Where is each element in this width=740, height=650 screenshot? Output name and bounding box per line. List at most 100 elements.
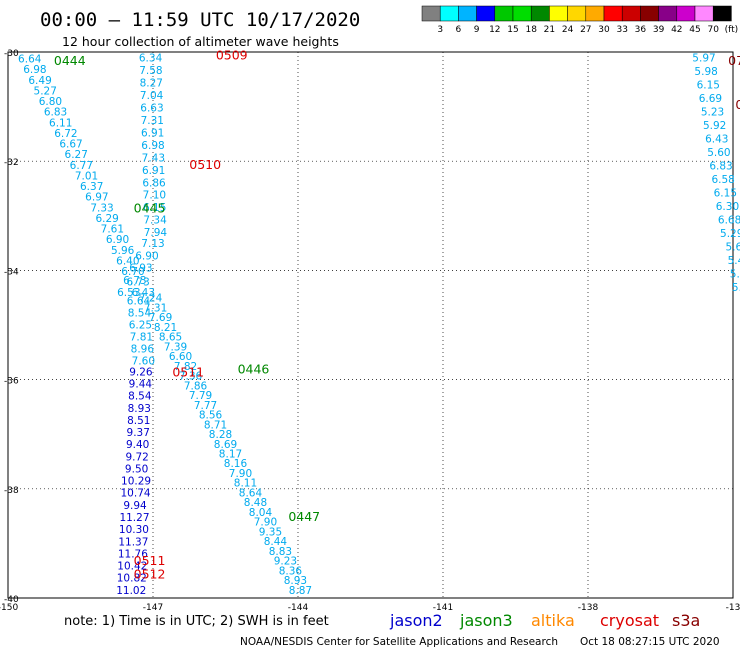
colorbar-swatch	[658, 5, 678, 22]
colorbar-swatch	[603, 5, 623, 22]
wave-height-point: 6.90	[106, 234, 129, 246]
y-tick-label: -38	[4, 486, 19, 496]
wave-height-point: 9.40	[126, 439, 149, 451]
x-tick-label: -144	[288, 603, 309, 613]
colorbar-swatch	[512, 5, 532, 22]
track-time-label: 0446	[238, 362, 270, 377]
satellite-legend-item: jason3	[459, 611, 513, 630]
colorbar-swatch	[712, 5, 732, 22]
wave-height-point: 6.73	[123, 275, 146, 287]
colorbar-swatch	[421, 5, 441, 22]
wave-height-point: 5.4	[730, 268, 740, 280]
wave-height-point: 8.51	[127, 415, 150, 427]
wave-height-point: 5.4	[732, 282, 740, 294]
wave-height-point: 8.54	[128, 307, 152, 319]
colorbar-tick-label: 6	[456, 25, 462, 35]
wave-height-point: 6.70	[121, 266, 144, 278]
footer-timestamp: Oct 18 08:27:15 UTC 2020	[580, 636, 720, 648]
wave-height-point: 7.94	[144, 227, 168, 239]
colorbar-tick-label: 33	[616, 25, 627, 35]
wave-height-point: 6.15	[697, 79, 720, 91]
page-title: 00:00 – 11:59 UTC 10/17/2020	[40, 9, 360, 31]
colorbar-swatch	[494, 5, 514, 22]
colorbar-tick-label: 21	[544, 25, 555, 35]
colorbar-swatch	[530, 5, 550, 22]
wave-height-point: 6.40	[116, 255, 139, 267]
wave-height-point: 6.15	[143, 202, 166, 214]
wave-height-point: 6.15	[714, 187, 737, 199]
wave-height-point: 5.29	[720, 228, 740, 240]
wave-height-point: 6.67	[59, 139, 82, 151]
wave-height-point: 6.49	[28, 75, 51, 87]
wave-height-point: 7.04	[140, 90, 164, 102]
wave-height-point: 6.73	[126, 277, 149, 289]
wave-height-point: 7.69	[149, 312, 172, 324]
colorbar-swatch	[439, 5, 459, 22]
colorbar-tick-label: 36	[635, 25, 647, 35]
wave-height-point: 6.64	[18, 54, 42, 66]
wave-height-point: 7.58	[139, 65, 162, 77]
wave-height-point: 11.37	[118, 536, 148, 548]
colorbar-tick-label: 27	[580, 25, 591, 35]
wave-height-point: 6.72	[54, 128, 77, 140]
wave-height-point: 6.64	[127, 295, 151, 307]
wave-height-point: 10.30	[119, 524, 149, 536]
colorbar-swatch	[676, 5, 696, 22]
colorbar-tick-label: 39	[653, 25, 665, 35]
footer-credit: NOAA/NESDIS Center for Satellite Applica…	[240, 636, 558, 648]
wave-height-values: 6.646.986.495.276.806.836.116.726.676.27…	[18, 52, 740, 596]
wave-height-point: 8.83	[269, 546, 292, 558]
wave-height-point: 6.63	[140, 102, 163, 114]
wave-height-point: 7.13	[141, 238, 164, 250]
wave-height-point: 11.27	[119, 512, 149, 524]
track-time-label: 072	[728, 53, 740, 68]
track-time-label: 0445	[134, 201, 166, 216]
wave-height-point: 6.58	[711, 174, 734, 186]
wave-height-point: 6.34	[139, 52, 163, 64]
wave-height-point: 6.86	[142, 177, 166, 189]
plot-frame	[7, 51, 734, 599]
colorbar-tick-label: 18	[525, 25, 537, 35]
colorbar-tick-label: 30	[598, 25, 610, 35]
wave-height-point: 8.93	[128, 403, 151, 415]
colorbar-swatch	[476, 5, 496, 22]
wave-height-point: 7.10	[143, 190, 166, 202]
colorbar-swatch	[585, 5, 605, 22]
x-tick-label: -138	[578, 603, 599, 613]
wave-height-point: 8.71	[204, 419, 227, 431]
wave-height-point: 7.90	[254, 517, 277, 529]
wave-height-point: 5.96	[111, 245, 135, 257]
y-tick-label: -40	[4, 595, 19, 605]
wave-height-point: 9.50	[125, 463, 148, 475]
track-time-label: 0509	[216, 48, 248, 63]
wave-height-point: 6.11	[49, 117, 72, 129]
wave-height-point: 6.83	[44, 107, 67, 119]
wave-height-point: 11.76	[118, 548, 148, 560]
satellite-legend-item: cryosat	[600, 611, 659, 630]
wave-height-point: 6.77	[70, 160, 93, 172]
wave-height-point: 5.60	[707, 147, 730, 159]
wave-height-point: 7.31	[144, 302, 167, 314]
y-tick-label: -34	[4, 267, 19, 277]
track-time-label: 07	[735, 97, 740, 112]
wave-height-point: 5.4	[728, 255, 740, 267]
wave-height-point: 7.33	[90, 202, 113, 214]
wave-height-point: 6.27	[65, 149, 88, 161]
wave-height-point: 5.98	[694, 66, 717, 78]
wave-height-point: 5.97	[692, 52, 715, 64]
x-tick-label: -150	[0, 603, 18, 613]
wave-height-point: 8.11	[234, 478, 257, 490]
wave-height-point: 6.43	[132, 287, 155, 299]
wave-height-point: 6.60	[169, 351, 192, 363]
x-tick-label: -13	[726, 603, 740, 613]
wave-height-point: 6.98	[23, 64, 46, 76]
wave-height-point: 6.97	[85, 192, 108, 204]
wave-height-point: 6.25	[129, 319, 152, 331]
colorbar-swatch	[694, 5, 714, 22]
wave-height-point: 5.23	[701, 106, 724, 118]
track-time-labels: 0444050905100445051104460447051105120720…	[54, 48, 740, 582]
wave-height-point: 10.29	[121, 476, 151, 488]
x-tick-label: -141	[433, 603, 453, 613]
satellite-legend-item: altika	[531, 611, 575, 630]
wave-height-point: 7.60	[132, 355, 155, 367]
